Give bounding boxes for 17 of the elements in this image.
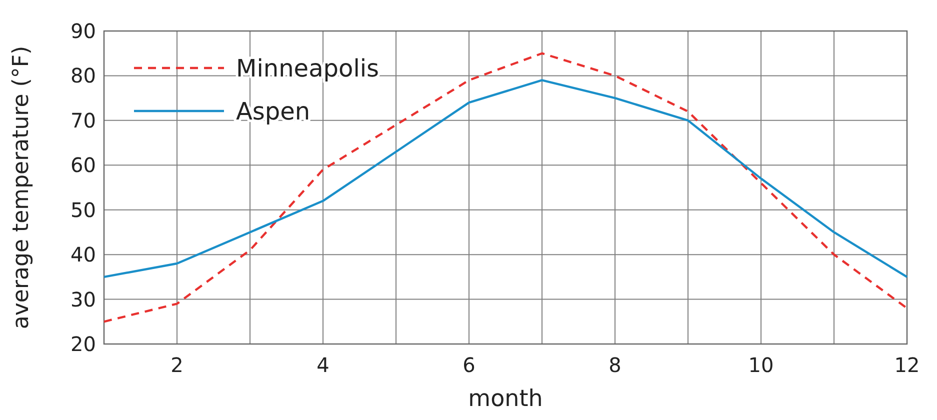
y-axis-title: average temperature (°F) (9, 46, 34, 330)
x-tick-label: 12 (894, 353, 920, 377)
x-axis-title: month (468, 386, 543, 412)
y-tick-label: 20 (70, 332, 96, 356)
y-tick-label: 40 (70, 242, 96, 267)
x-tick-label: 2 (170, 353, 184, 377)
y-tick-label: 60 (70, 153, 96, 178)
y-tick-label: 50 (70, 198, 96, 222)
y-tick-label: 80 (70, 64, 96, 88)
x-tick-label: 8 (608, 353, 622, 377)
line-series (102, 52, 908, 323)
y-tick-label: 90 (70, 19, 96, 43)
x-tick-label: 4 (316, 353, 330, 377)
x-tick-label: 10 (748, 353, 774, 377)
x-tick-label: 6 (462, 353, 476, 377)
y-tick-label: 70 (70, 108, 96, 132)
y-tick-label: 30 (70, 287, 96, 312)
